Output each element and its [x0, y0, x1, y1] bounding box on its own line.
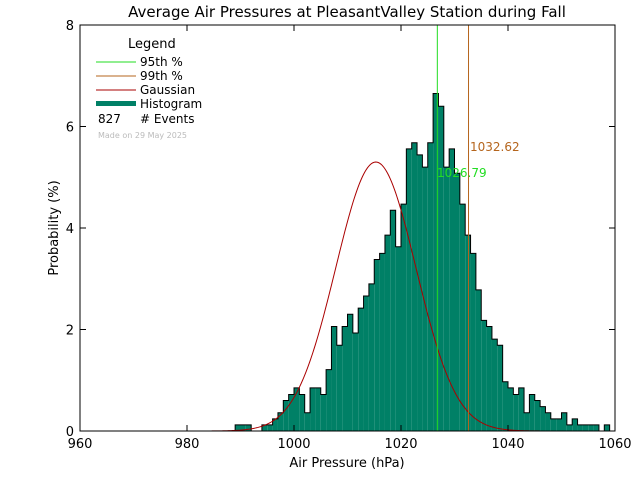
histogram-bar — [497, 345, 503, 431]
histogram-bar — [593, 424, 599, 431]
histogram-bar — [475, 289, 482, 431]
histogram-bar — [459, 204, 466, 431]
histogram-bar — [320, 394, 327, 431]
legend-95-label: 95th % — [140, 55, 183, 69]
histogram-bar — [566, 424, 573, 431]
histogram-bar — [326, 369, 332, 431]
x-tick-label: 980 — [175, 437, 200, 452]
legend-gaussian-label: Gaussian — [140, 83, 195, 97]
histogram-bar — [449, 148, 455, 431]
histogram-bar — [481, 320, 487, 431]
histogram-outline — [234, 93, 611, 432]
histogram-bar — [438, 106, 444, 431]
histogram-bar — [588, 424, 594, 431]
legend-title: Legend — [128, 37, 176, 52]
histogram-bar — [427, 142, 434, 432]
p99-label: 1032.62 — [470, 140, 520, 154]
histogram-bar — [235, 424, 241, 431]
histogram-bar — [401, 204, 407, 431]
legend-histogram-swatch — [96, 101, 136, 106]
y-tick-label: 6 — [66, 121, 74, 136]
histogram-bars — [234, 93, 611, 432]
histogram-bar — [556, 418, 562, 431]
x-axis-ticks: 960 980 1000 1020 1040 1060 — [68, 25, 632, 452]
histogram-bar — [518, 387, 525, 431]
p95-label: 1026.79 — [437, 166, 487, 180]
histogram-bar — [240, 424, 246, 431]
histogram-bar — [304, 412, 311, 431]
histogram-bar — [491, 339, 498, 431]
legend-events-count: 827 — [98, 112, 121, 126]
y-tick-label: 2 — [66, 324, 74, 339]
histogram-bar — [502, 381, 508, 431]
histogram-bar — [572, 418, 578, 431]
histogram-bar — [299, 394, 305, 431]
x-tick-label: 1000 — [277, 437, 310, 452]
histogram-bar — [406, 148, 412, 431]
histogram-bar — [379, 253, 385, 431]
histogram-bar — [294, 387, 300, 431]
histogram-bar — [261, 424, 268, 431]
chart-title: Average Air Pressures at PleasantValley … — [128, 3, 566, 21]
histogram-bar — [524, 412, 530, 431]
y-tick-label: 8 — [66, 19, 74, 34]
histogram-bar — [352, 333, 359, 431]
histogram-bar — [443, 167, 450, 431]
histogram-bar — [384, 235, 391, 431]
x-tick-label: 1040 — [491, 437, 524, 452]
histogram-bar — [283, 400, 289, 431]
legend-histogram-label: Histogram — [140, 97, 202, 111]
histogram-bar — [470, 253, 476, 431]
histogram-bar — [315, 387, 321, 431]
histogram-bar — [342, 326, 348, 431]
histogram-bar — [486, 326, 492, 431]
histogram-bar — [363, 296, 369, 431]
histogram-bar — [395, 246, 401, 431]
histogram-bar — [368, 283, 375, 431]
histogram-bar — [331, 326, 337, 431]
histogram-bar — [288, 394, 294, 431]
histogram-bar — [508, 387, 514, 431]
histogram-bar — [245, 424, 252, 431]
histogram-bar — [347, 314, 353, 431]
legend: Legend 95th % 99th % Gaussian Histogram … — [96, 37, 202, 140]
histogram-bar — [336, 345, 343, 431]
histogram-bar — [267, 424, 273, 431]
legend-99-label: 99th % — [140, 69, 183, 83]
histogram-bar — [374, 259, 380, 431]
histogram-bar — [433, 93, 439, 431]
y-tick-label: 0 — [66, 425, 74, 440]
histogram-bar — [277, 412, 284, 431]
histogram-bar — [604, 424, 610, 431]
x-axis-label: Air Pressure (hPa) — [289, 456, 404, 471]
histogram-bar — [550, 418, 557, 431]
y-axis-ticks: 0 2 4 6 8 — [66, 19, 615, 440]
y-axis-label: Probability (%) — [47, 180, 62, 275]
histogram-bar — [390, 210, 396, 431]
histogram-bar — [545, 412, 551, 431]
histogram-bar — [582, 424, 589, 431]
x-tick-label: 1060 — [598, 437, 631, 452]
histogram-bar — [561, 412, 567, 431]
histogram-bar — [465, 235, 471, 431]
histogram-bar — [358, 308, 364, 431]
histogram-bar — [534, 400, 541, 431]
legend-events-label: # Events — [140, 112, 195, 126]
histogram-bar — [417, 154, 423, 432]
histogram-bar — [272, 418, 278, 431]
histogram-bar — [310, 387, 316, 431]
x-tick-label: 1020 — [384, 437, 417, 452]
x-tick-label: 960 — [68, 437, 93, 452]
histogram-bar — [422, 167, 428, 431]
histogram-bar — [454, 173, 460, 431]
histogram-bar — [577, 424, 583, 431]
y-tick-label: 4 — [66, 222, 74, 237]
made-on-note: Made on 29 May 2025 — [98, 131, 187, 140]
histogram-bar — [411, 142, 418, 432]
histogram-bar — [529, 394, 535, 431]
histogram-bar — [540, 406, 546, 431]
histogram-bar — [513, 394, 519, 431]
